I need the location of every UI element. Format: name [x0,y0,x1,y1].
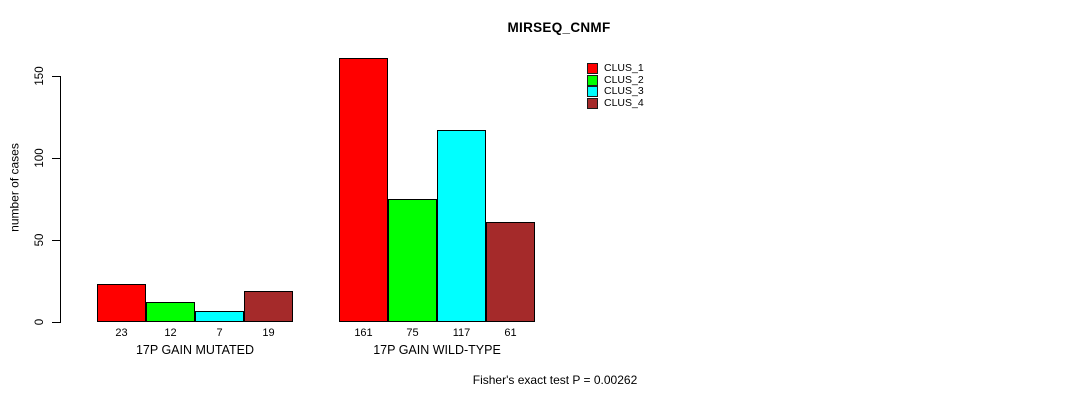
legend-label: CLUS_1 [604,62,644,75]
bar-clus_2-group1 [146,302,195,322]
y-tick-label: 0 [34,318,46,326]
legend-item-clus_1: CLUS_1 [587,63,644,75]
legend-item-clus_3: CLUS_3 [587,86,644,98]
legend-swatch-clus_4 [587,97,598,109]
bar-clus_4-group2 [486,222,535,322]
bar-clus_1-group1 [97,284,146,322]
bar-value-label: 75 [406,327,419,339]
bar-clus_4-group1 [244,291,293,322]
y-tick-label: 100 [34,148,46,168]
statistical-test-annotation: Fisher's exact test P = 0.00262 [472,373,638,387]
x-category-label: 17P GAIN MUTATED [135,343,255,357]
bar-value-label: 23 [115,327,128,339]
x-category-label: 17P GAIN WILD-TYPE [373,343,501,357]
bar-clus_3-group1 [195,311,244,322]
legend-swatch-clus_2 [587,74,598,86]
legend-label: CLUS_3 [604,85,644,98]
bar-clus_3-group2 [437,130,486,322]
bar-clus_1-group2 [339,58,388,322]
y-tick-mark [52,76,61,78]
legend-label: CLUS_2 [604,73,644,86]
legend: CLUS_1 CLUS_2 CLUS_3 CLUS_4 [587,63,644,109]
bar-value-label: 161 [354,327,373,339]
bar-clus_2-group2 [388,199,437,322]
legend-swatch-clus_3 [587,86,598,98]
bar-value-label: 117 [452,327,471,339]
y-tick-mark [52,240,61,242]
bar-value-label: 61 [504,327,517,339]
bar-value-label: 7 [216,327,223,339]
y-tick-mark [52,322,61,324]
y-axis-line [60,76,62,322]
y-axis-label: number of cases [7,143,22,232]
legend-item-clus_2: CLUS_2 [587,73,644,87]
y-tick-label: 150 [34,66,46,86]
y-tick-mark [52,158,61,160]
chart-title: MIRSEQ_CNMF [507,20,611,35]
bar-value-label: 12 [164,327,177,339]
legend-swatch-clus_1 [587,63,598,75]
y-tick-label: 50 [34,233,46,247]
bar-value-label: 19 [262,327,275,339]
legend-label: CLUS_4 [604,96,644,109]
legend-item-clus_4: CLUS_4 [587,96,644,110]
